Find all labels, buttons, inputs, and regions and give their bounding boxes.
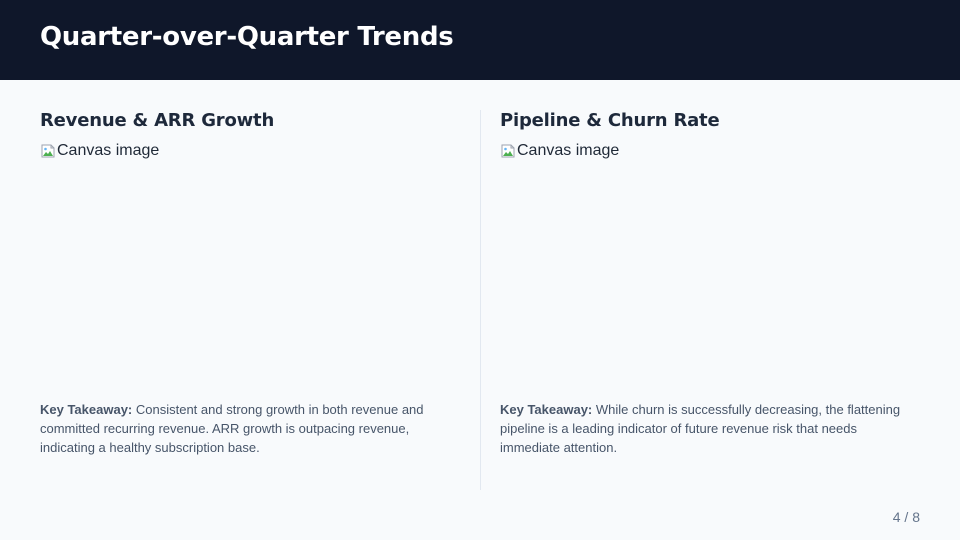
- takeaway-text: Consistent and strong growth in both rev…: [40, 402, 424, 455]
- broken-image-icon: [41, 144, 55, 158]
- page-number: 4 / 8: [892, 509, 920, 525]
- pipeline-churn-panel: Pipeline & Churn Rate Canvas image Key T…: [500, 110, 920, 490]
- takeaway-label: Key Takeaway:: [500, 402, 593, 417]
- revenue-arr-panel: Revenue & ARR Growth Canvas image Key Ta…: [40, 110, 460, 490]
- slide-title: Quarter-over-Quarter Trends: [40, 22, 454, 52]
- image-alt-text: Canvas image: [57, 142, 160, 159]
- canvas-image-placeholder: Canvas image: [500, 141, 619, 161]
- key-takeaway: Key Takeaway: While churn is successfull…: [500, 400, 915, 457]
- canvas-image-placeholder: Canvas image: [40, 141, 159, 161]
- broken-image-icon: [501, 144, 515, 158]
- column-divider: [480, 110, 481, 490]
- image-alt-text: Canvas image: [517, 142, 620, 159]
- takeaway-text: While churn is successfully decreasing, …: [500, 402, 901, 455]
- panel-title: Pipeline & Churn Rate: [500, 110, 720, 131]
- panel-title: Revenue & ARR Growth: [40, 110, 275, 131]
- slide-header: Quarter-over-Quarter Trends: [0, 0, 960, 80]
- key-takeaway: Key Takeaway: Consistent and strong grow…: [40, 400, 455, 457]
- takeaway-label: Key Takeaway:: [40, 402, 133, 417]
